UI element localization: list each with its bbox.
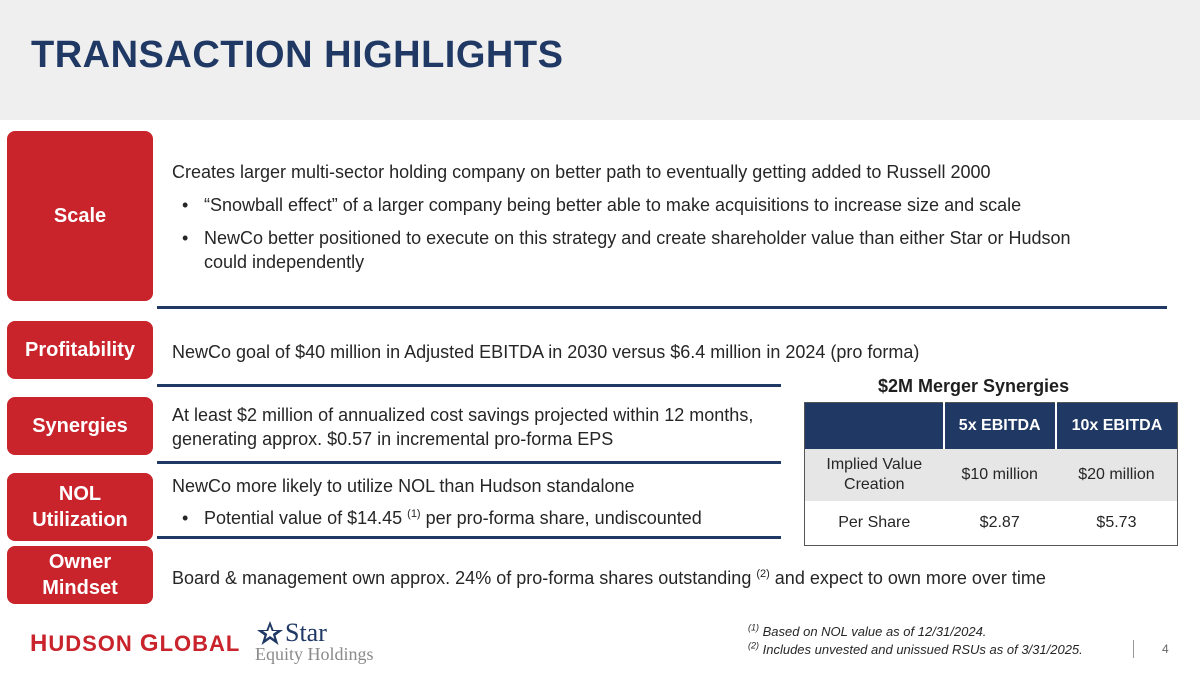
star-logo-word: Star	[285, 618, 327, 647]
synergies-label: Synergies	[7, 397, 153, 455]
divider-rule	[157, 536, 781, 539]
scale-lead-text: Creates larger multi-sector holding comp…	[172, 162, 991, 182]
nol-label-line1: NOL	[58, 483, 102, 505]
owner-text-post: and expect to own more over time	[769, 568, 1046, 588]
nol-lead-text: NewCo more likely to utilize NOL than Hu…	[172, 476, 635, 496]
header-band	[0, 0, 1200, 120]
nol-label: NOL Utilization	[7, 473, 153, 541]
nol-bullet-pre: Potential value of $14.45	[204, 508, 408, 528]
footnote-2: (2) Includes unvested and unissued RSUs …	[748, 640, 1083, 657]
divider-rule	[157, 306, 1167, 309]
scale-bullet-1: • “Snowball effect” of a larger company …	[182, 193, 1172, 217]
divider-rule	[157, 461, 781, 464]
nol-bullet: • Potential value of $14.45 (1) per pro-…	[182, 506, 782, 530]
nol-label-line2: Utilization	[32, 509, 128, 531]
bullet-icon: •	[182, 228, 189, 248]
owner-text: Board & management own approx. 24% of pr…	[172, 566, 1172, 590]
scale-bullet-1-text: “Snowball effect” of a larger company be…	[204, 195, 1022, 215]
logo-letter: H	[30, 630, 49, 657]
table-header-row: 5x EBITDA 10x EBITDA	[804, 402, 1178, 449]
row-label-line2: Creation	[844, 476, 905, 493]
bullet-icon: •	[182, 195, 189, 215]
star-equity-logo: Star Equity Holdings	[255, 618, 395, 664]
table-row-label: Implied Value Creation	[804, 449, 944, 501]
synergies-text: At least $2 million of annualized cost s…	[172, 405, 754, 449]
footnote-text: Includes unvested and unissued RSUs as o…	[759, 642, 1083, 657]
footnote-ref-1: (1)	[407, 508, 421, 520]
nol-bullet-post: per pro-forma share, undiscounted	[420, 508, 702, 528]
footnote-1: (1) Based on NOL value as of 12/31/2024.	[748, 622, 987, 639]
divider-rule	[157, 384, 781, 387]
owner-label-line2: Mindset	[42, 577, 118, 599]
logo-text: UDSON	[48, 631, 140, 656]
synergies-table: 5x EBITDA 10x EBITDA Implied Value Creati…	[804, 402, 1178, 546]
table-row-label: Per Share	[804, 501, 944, 546]
scale-bullet-2-text: NewCo better positioned to execute on th…	[204, 228, 1071, 272]
table-header-cell: 5x EBITDA	[942, 402, 1056, 449]
footnote-mark: (2)	[748, 640, 759, 651]
scale-label: Scale	[7, 131, 153, 301]
equity-holdings-word: Equity Holdings	[255, 644, 374, 664]
scale-bullet-2: • NewCo better positioned to execute on …	[182, 226, 1112, 274]
footnote-ref-2: (2)	[756, 568, 770, 580]
profitability-text: NewCo goal of $40 million in Adjusted EB…	[172, 342, 920, 362]
table-cell: $20 million	[1055, 449, 1178, 501]
page-number: 4	[1162, 642, 1169, 656]
logo-letter: G	[139, 630, 160, 657]
footnote-text: Based on NOL value as of 12/31/2024.	[759, 624, 987, 639]
bullet-icon: •	[182, 508, 189, 528]
table-row: Implied Value Creation $10 million $20 mi…	[804, 449, 1178, 501]
star-icon	[257, 621, 283, 645]
page-title: TRANSACTION HIGHLIGHTS	[31, 34, 564, 76]
row-label-line1: Implied Value	[826, 456, 923, 473]
table-cell: $5.73	[1055, 501, 1178, 546]
hudson-global-logo: HUDSON GLOBAL	[30, 630, 240, 658]
nol-bullet-text: Potential value of $14.45 (1) per pro-fo…	[182, 506, 782, 530]
logo-text: LOBAL	[159, 631, 241, 656]
table-header-cell	[804, 402, 944, 449]
profitability-label: Profitability	[7, 321, 153, 379]
owner-label-line1: Owner	[48, 551, 112, 573]
table-cell: $10 million	[943, 449, 1056, 501]
footnote-mark: (1)	[748, 622, 759, 633]
owner-mindset-label: Owner Mindset	[7, 546, 153, 604]
table-cell: $2.87	[943, 501, 1056, 546]
table-row: Per Share $2.87 $5.73	[804, 501, 1178, 546]
page-number-divider	[1133, 640, 1134, 658]
synergies-table-title: $2M Merger Synergies	[878, 376, 1070, 396]
owner-text-pre: Board & management own approx. 24% of pr…	[172, 568, 757, 588]
table-header-cell: 10x EBITDA	[1054, 402, 1178, 449]
